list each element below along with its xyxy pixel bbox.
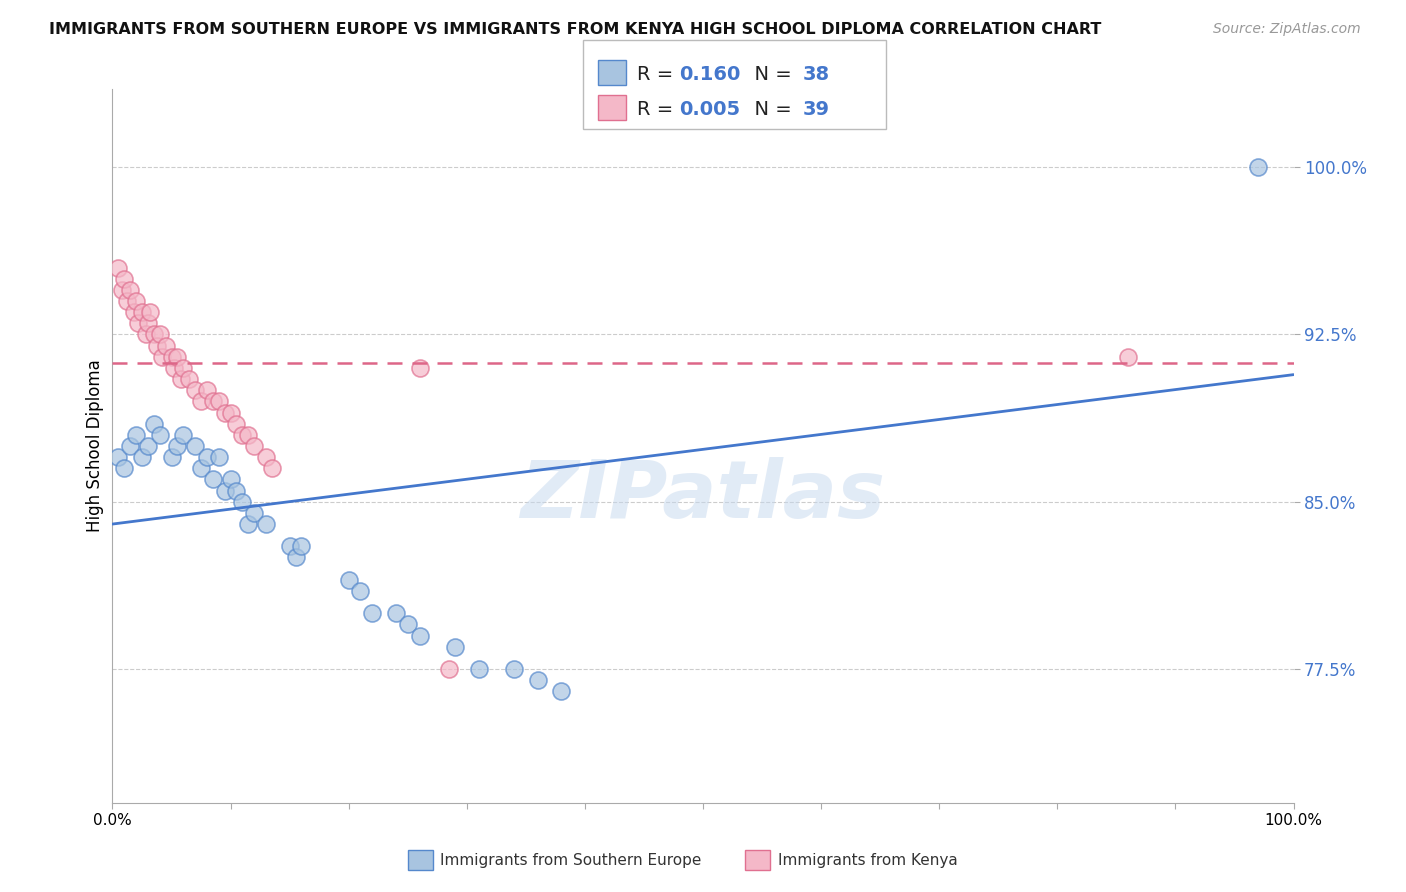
Point [127, 316, 149, 330]
Point [135, 327, 157, 342]
Text: 39: 39 [803, 100, 830, 120]
Point [149, 327, 172, 342]
Point [1247, 160, 1270, 174]
Point [122, 305, 145, 319]
Point [526, 673, 548, 687]
Point [208, 450, 231, 464]
Point [195, 450, 218, 464]
Point [190, 461, 212, 475]
Text: N =: N = [742, 100, 799, 120]
Point [172, 360, 194, 375]
Point [201, 472, 224, 486]
Point [1116, 350, 1139, 364]
Point [112, 271, 135, 285]
Point [385, 606, 408, 620]
Text: ZIPatlas: ZIPatlas [520, 457, 886, 535]
Point [219, 405, 242, 419]
Point [107, 450, 129, 464]
Text: N =: N = [742, 64, 799, 84]
Point [238, 427, 260, 442]
Point [437, 662, 460, 676]
Point [243, 439, 266, 453]
Point [201, 394, 224, 409]
Point [111, 283, 134, 297]
Point [184, 439, 207, 453]
Text: Source: ZipAtlas.com: Source: ZipAtlas.com [1213, 22, 1361, 37]
Point [142, 417, 165, 431]
Text: Immigrants from Kenya: Immigrants from Kenya [778, 854, 957, 868]
Point [112, 461, 135, 475]
Point [155, 338, 177, 352]
Point [166, 350, 188, 364]
Point [225, 417, 247, 431]
Point [160, 350, 183, 364]
Point [243, 506, 266, 520]
Point [408, 628, 430, 642]
Point [503, 662, 526, 676]
Point [166, 439, 188, 453]
Point [214, 483, 236, 498]
Point [179, 372, 201, 386]
Text: R =: R = [637, 100, 679, 120]
Point [170, 372, 193, 386]
Text: 0.005: 0.005 [679, 100, 740, 120]
Point [136, 316, 159, 330]
Point [238, 516, 260, 531]
Point [115, 293, 138, 308]
Point [131, 305, 153, 319]
Point [136, 439, 159, 453]
Text: IMMIGRANTS FROM SOUTHERN EUROPE VS IMMIGRANTS FROM KENYA HIGH SCHOOL DIPLOMA COR: IMMIGRANTS FROM SOUTHERN EUROPE VS IMMIG… [49, 22, 1101, 37]
Text: R =: R = [637, 64, 679, 84]
Point [349, 583, 371, 598]
Point [208, 394, 231, 409]
Text: 0.160: 0.160 [679, 64, 741, 84]
Point [125, 427, 148, 442]
Point [408, 360, 430, 375]
Point [260, 461, 283, 475]
Point [396, 617, 419, 632]
Point [254, 516, 277, 531]
Point [467, 662, 489, 676]
Point [125, 293, 148, 308]
Point [107, 260, 129, 275]
Point [150, 350, 173, 364]
Point [444, 640, 467, 654]
Text: Immigrants from Southern Europe: Immigrants from Southern Europe [440, 854, 702, 868]
Point [550, 684, 572, 698]
Point [190, 394, 212, 409]
Point [160, 450, 183, 464]
Point [184, 383, 207, 397]
Point [195, 383, 218, 397]
Point [337, 573, 360, 587]
Point [149, 427, 172, 442]
Point [290, 539, 312, 553]
Point [172, 427, 194, 442]
Point [225, 483, 247, 498]
Point [120, 439, 142, 453]
Point [231, 427, 253, 442]
Point [361, 606, 384, 620]
Point [254, 450, 277, 464]
Point [231, 494, 253, 508]
Point [146, 338, 169, 352]
Point [214, 405, 236, 419]
Point [219, 472, 242, 486]
Point [163, 360, 186, 375]
Y-axis label: High School Diploma: High School Diploma [86, 359, 104, 533]
Point [278, 539, 301, 553]
Point [120, 283, 142, 297]
Point [142, 327, 165, 342]
Text: 38: 38 [803, 64, 830, 84]
Point [139, 305, 162, 319]
Point [284, 550, 307, 565]
Point [131, 450, 153, 464]
